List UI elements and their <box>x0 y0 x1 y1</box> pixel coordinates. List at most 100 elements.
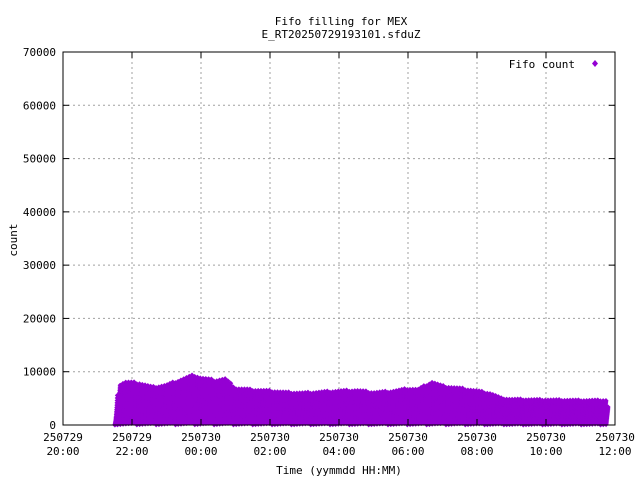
data-point <box>437 382 444 388</box>
data-point <box>503 396 510 402</box>
data-point <box>385 389 391 395</box>
data-point <box>192 373 198 380</box>
data-point <box>145 383 151 389</box>
data-point <box>432 380 438 386</box>
data-point <box>605 404 611 410</box>
data-point <box>377 389 383 395</box>
data-point <box>338 388 344 394</box>
data-point <box>578 398 584 404</box>
data-point <box>247 386 253 392</box>
y-tick-label: 50000 <box>23 153 56 166</box>
data-point <box>539 397 546 403</box>
data-point <box>255 387 261 394</box>
data-point <box>584 397 590 404</box>
data-point <box>410 386 416 392</box>
data-point <box>327 389 333 395</box>
data-point <box>528 397 535 403</box>
data-point <box>412 386 419 392</box>
y-tick-label: 30000 <box>23 259 56 272</box>
x-tick-label-date: 250730 <box>250 431 290 444</box>
chart-subtitle: E_RT20250729193101.sfduZ <box>262 28 421 41</box>
data-point <box>277 389 283 395</box>
data-point <box>531 396 537 403</box>
data-point <box>564 397 570 403</box>
x-tick-label-time: 04:00 <box>322 445 355 458</box>
x-tick-label-time: 06:00 <box>391 445 424 458</box>
data-point <box>404 387 410 393</box>
data-point <box>559 398 565 404</box>
data-point <box>371 390 377 396</box>
data-point <box>365 390 372 396</box>
legend-marker <box>592 60 598 67</box>
data-point <box>534 396 540 403</box>
data-point <box>291 390 297 396</box>
data-point <box>595 397 601 403</box>
data-point <box>556 397 562 403</box>
data-point <box>451 385 457 391</box>
data-point <box>352 388 358 394</box>
y-tick-label: 60000 <box>23 99 56 112</box>
y-tick-label: 20000 <box>23 312 56 325</box>
data-point <box>346 388 352 394</box>
data-point <box>233 386 239 392</box>
data-point <box>250 388 256 394</box>
x-tick-label-date: 250729 <box>112 431 152 444</box>
x-tick-label-date: 250730 <box>595 431 635 444</box>
data-point <box>561 397 568 404</box>
data-point <box>545 397 551 403</box>
data-point <box>517 396 524 402</box>
data-point <box>487 391 493 397</box>
data-point <box>283 389 289 395</box>
x-tick-label-date: 250730 <box>457 431 497 444</box>
data-point <box>332 388 339 395</box>
y-axis-label: count <box>7 223 20 256</box>
data-point <box>401 386 408 392</box>
data-point <box>570 397 576 403</box>
data-point <box>258 387 264 394</box>
data-point <box>512 396 518 402</box>
x-tick-label-time: 00:00 <box>184 445 217 458</box>
grid-lines <box>63 52 615 425</box>
x-tick-label-date: 250730 <box>319 431 359 444</box>
data-point <box>479 388 485 394</box>
data-point <box>399 386 405 393</box>
data-point <box>597 398 604 404</box>
data-point <box>252 387 259 394</box>
data-point <box>396 387 402 393</box>
data-point <box>509 396 515 402</box>
y-tick-label: 0 <box>49 419 56 432</box>
data-point <box>114 397 120 404</box>
data-point <box>553 397 559 403</box>
data-point <box>550 397 557 403</box>
data-point <box>297 390 303 396</box>
data-point <box>159 383 165 389</box>
y-tick-label: 70000 <box>23 46 56 59</box>
data-point <box>272 389 278 395</box>
data-point <box>426 381 432 387</box>
x-tick-label-time: 20:00 <box>46 445 79 458</box>
data-point <box>335 388 341 394</box>
x-tick-label-time: 12:00 <box>598 445 631 458</box>
data-point <box>164 382 170 388</box>
data-point <box>263 387 270 393</box>
data-point <box>134 381 140 387</box>
y-tick-label: 10000 <box>23 366 56 379</box>
data-point <box>515 396 521 402</box>
data-point <box>481 390 488 396</box>
data-point <box>186 373 192 379</box>
data-point <box>324 388 330 394</box>
x-tick-label-time: 08:00 <box>460 445 493 458</box>
data-point <box>189 372 195 378</box>
data-point <box>241 386 248 392</box>
data-point <box>418 384 424 391</box>
x-tick-label-time: 22:00 <box>115 445 148 458</box>
x-tick-label-time: 02:00 <box>253 445 286 458</box>
x-tick-label-date: 250730 <box>526 431 566 444</box>
data-point <box>136 381 143 387</box>
y-tick-label: 40000 <box>23 206 56 219</box>
x-tick-label-date: 250729 <box>43 431 83 444</box>
data-point <box>473 388 479 394</box>
x-tick-label-time: 10:00 <box>529 445 562 458</box>
data-point <box>501 396 507 402</box>
